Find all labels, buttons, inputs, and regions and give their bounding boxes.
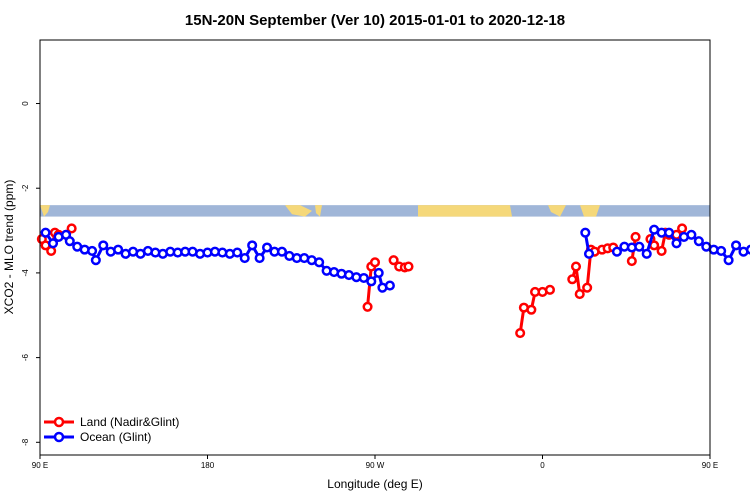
legend-label-ocean: Ocean (Glint)	[80, 430, 151, 444]
data-point-land-4-0	[515, 327, 526, 339]
data-point-land-3-0	[388, 255, 399, 266]
data-point-ocean-2-0	[611, 246, 622, 257]
data-point-ocean-2-4	[641, 248, 652, 259]
map-land-0	[40, 205, 50, 217]
data-point-ocean-0-4	[64, 236, 75, 247]
legend: Land (Nadir&Glint) Ocean (Glint)	[44, 415, 179, 444]
data-point-land-7-0	[626, 256, 637, 267]
data-point-ocean-0-1	[47, 238, 59, 249]
data-point-ocean-0-11	[113, 244, 124, 255]
data-point-ocean-2-7	[664, 227, 675, 238]
data-point-ocean-2-16	[731, 240, 742, 251]
data-point-ocean-2-11	[693, 236, 704, 247]
y-tick-label-3: -6	[21, 354, 30, 362]
chart-title: 15N-20N September (Ver 10) 2015-01-01 to…	[185, 12, 565, 29]
data-point-ocean-0-0	[40, 227, 51, 238]
data-point-ocean-2-18	[745, 244, 750, 255]
data-point-ocean-0-29	[247, 240, 258, 251]
data-point-land-2-2	[369, 257, 381, 268]
y-axis-label: XCO2 - MLO trend (ppm)	[2, 180, 16, 315]
data-point-ocean-0-31	[262, 242, 273, 253]
data-point-ocean-2-8	[671, 238, 682, 249]
map-band-ocean	[40, 205, 710, 217]
y-axis: 0 -2 -4 -6 -8	[21, 101, 40, 446]
map-land-1	[285, 205, 312, 217]
y-tick-label-0: 0	[21, 101, 30, 106]
data-point-land-5-2	[574, 289, 585, 300]
data-point-ocean-2-15	[723, 255, 734, 266]
x-tick-label-2: 90 W	[366, 461, 385, 470]
data-point-ocean-2-10	[686, 229, 697, 240]
data-point-land-4-5	[544, 284, 555, 295]
data-point-ocean-2-3	[634, 241, 645, 252]
data-point-land-9-1	[677, 223, 688, 234]
y-tick-label-2: -4	[21, 269, 30, 277]
data-point-ocean-0-45	[366, 276, 377, 287]
data-point-ocean-0-9	[98, 240, 109, 251]
data-point-land-8-2	[656, 245, 667, 256]
map-land-5	[580, 205, 600, 217]
data-point-ocean-0-48	[384, 280, 395, 291]
legend-item-land: Land (Nadir&Glint)	[44, 415, 179, 429]
x-tick-label-1: 180	[201, 461, 215, 470]
series-layer	[36, 223, 750, 339]
x-tick-label-3: 0	[540, 461, 545, 470]
map-land-3	[418, 205, 512, 217]
y-tick-label-1: -2	[21, 184, 30, 192]
map-band	[40, 205, 710, 217]
map-land-2	[315, 205, 322, 217]
data-point-land-7-1	[630, 231, 641, 242]
data-point-ocean-1-0	[580, 227, 591, 238]
data-point-ocean-0-38	[314, 257, 325, 268]
data-point-land-1-1	[66, 223, 77, 234]
data-point-land-2-0	[362, 301, 373, 312]
x-tick-label-4: 90 E	[702, 461, 718, 470]
map-land-4	[548, 205, 566, 217]
data-point-land-3-3	[403, 261, 414, 272]
legend-marker-land	[53, 416, 65, 428]
data-point-land-4-2	[526, 304, 537, 315]
legend-item-ocean: Ocean (Glint)	[44, 430, 151, 444]
data-point-ocean-0-28	[239, 253, 250, 264]
x-tick-label-0: 90 E	[32, 461, 48, 470]
data-point-land-5-3	[582, 282, 593, 293]
data-point-ocean-0-46	[373, 267, 384, 278]
data-point-ocean-1-1	[583, 248, 595, 259]
data-point-land-5-0	[567, 274, 578, 285]
legend-label-land: Land (Nadir&Glint)	[80, 415, 179, 429]
data-point-ocean-2-14	[716, 245, 727, 256]
data-point-ocean-0-33	[276, 246, 287, 257]
data-point-ocean-0-8	[90, 255, 101, 266]
data-point-ocean-0-30	[254, 253, 265, 264]
data-point-ocean-0-7	[87, 245, 98, 256]
data-point-ocean-0-27	[232, 247, 243, 258]
data-point-land-5-1	[570, 261, 582, 272]
x-axis-label: Longitude (deg E)	[327, 477, 422, 491]
legend-marker-ocean	[53, 431, 65, 443]
x-axis: 90 E 180 90 W 0 90 E	[32, 455, 718, 470]
y-tick-label-4: -8	[21, 438, 30, 446]
